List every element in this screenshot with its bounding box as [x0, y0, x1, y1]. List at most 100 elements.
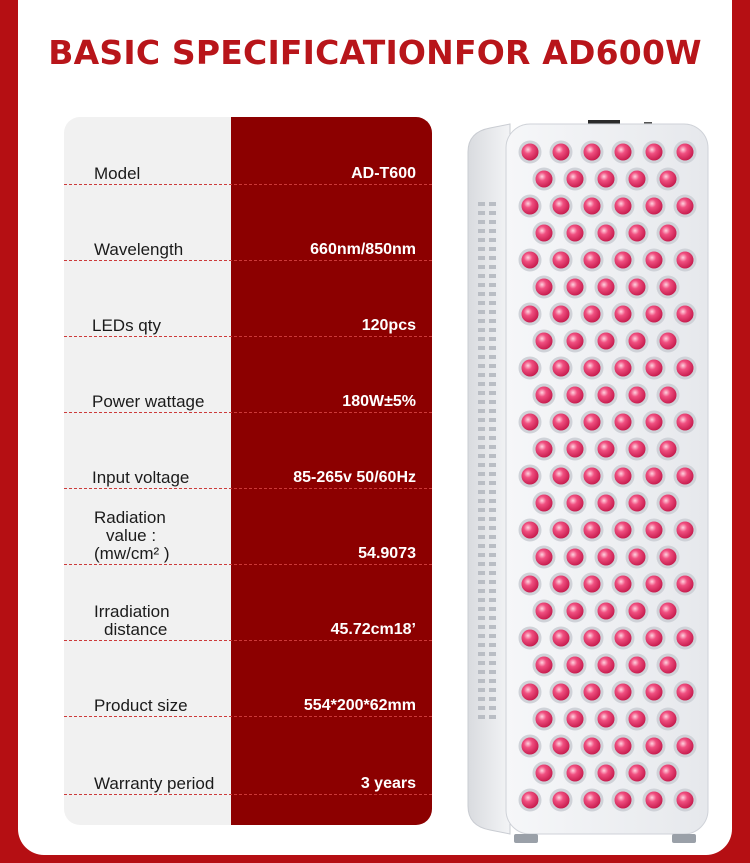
vent-slot	[478, 373, 485, 377]
vent-slot	[489, 490, 496, 494]
led-bulb-icon	[549, 734, 573, 758]
vent-slot	[478, 328, 485, 332]
spec-label: Product size	[94, 696, 188, 715]
led-bulb-icon	[611, 356, 635, 380]
vent-slot	[489, 535, 496, 539]
led-bulb-icon	[549, 356, 573, 380]
vent-slot	[478, 391, 485, 395]
vent-slot	[489, 355, 496, 359]
led-bulb-icon	[594, 221, 618, 245]
led-bulb-icon	[673, 680, 697, 704]
vent-slot	[478, 571, 485, 575]
spec-row-irradiation: Irradiation distance 45.72cm18’	[64, 117, 432, 641]
led-bulb-icon	[642, 464, 666, 488]
led-bulb-icon	[625, 275, 649, 299]
led-bulb-icon	[673, 194, 697, 218]
vent-slot	[478, 715, 485, 719]
led-bulb-icon	[642, 518, 666, 542]
vent-slot	[489, 409, 496, 413]
vent-slot	[489, 211, 496, 215]
vent-slot	[489, 292, 496, 296]
vent-slot	[489, 400, 496, 404]
led-bulb-icon	[580, 194, 604, 218]
led-bulb-icon	[656, 653, 680, 677]
vent-slot	[478, 607, 485, 611]
led-bulb-icon	[656, 221, 680, 245]
led-bulb-icon	[549, 788, 573, 812]
vent-slot	[478, 364, 485, 368]
led-bulb-icon	[580, 302, 604, 326]
vent-slot	[489, 373, 496, 377]
vent-slot	[489, 706, 496, 710]
vent-slot	[489, 283, 496, 287]
vent-slot	[489, 238, 496, 242]
led-bulb-icon	[673, 464, 697, 488]
led-bulb-icon	[656, 491, 680, 515]
led-bulb-icon	[673, 356, 697, 380]
led-bulb-icon	[580, 356, 604, 380]
vent-slot	[478, 418, 485, 422]
led-bulb-icon	[642, 680, 666, 704]
led-bulb-icon	[532, 545, 556, 569]
led-bulb-icon	[549, 302, 573, 326]
led-bulb-icon	[532, 653, 556, 677]
spec-label: Warranty period	[94, 774, 215, 793]
led-bulb-icon	[642, 140, 666, 164]
vent-slot	[478, 481, 485, 485]
led-bulb-icon	[518, 788, 542, 812]
vent-slot	[489, 589, 496, 593]
led-bulb-icon	[625, 383, 649, 407]
spec-label: LEDs qty	[92, 316, 161, 335]
led-bulb-icon	[580, 734, 604, 758]
led-bulb-icon	[594, 653, 618, 677]
vent-slot	[478, 454, 485, 458]
vent-slot	[489, 247, 496, 251]
spec-value: 54.9073	[358, 545, 416, 562]
led-bulb-icon	[611, 788, 635, 812]
vent-slot	[478, 256, 485, 260]
led-bulb-icon	[532, 599, 556, 623]
led-bulb-icon	[580, 410, 604, 434]
led-bulb-icon	[656, 437, 680, 461]
spec-value: 3 years	[360, 775, 416, 792]
led-bulb-icon	[673, 626, 697, 650]
vent-slot	[478, 616, 485, 620]
led-bulb-icon	[656, 545, 680, 569]
led-bulb-icon	[518, 572, 542, 596]
vent-slot	[478, 562, 485, 566]
vent-slot	[489, 562, 496, 566]
led-bulb-icon	[594, 707, 618, 731]
vent-slot	[489, 265, 496, 269]
vent-slot	[489, 634, 496, 638]
led-bulb-icon	[656, 707, 680, 731]
led-bulb-icon	[580, 572, 604, 596]
vent-slot	[489, 553, 496, 557]
led-bulb-icon	[549, 140, 573, 164]
led-bulb-icon	[673, 734, 697, 758]
led-bulb-icon	[580, 788, 604, 812]
vent-slot	[489, 607, 496, 611]
led-bulb-icon	[611, 518, 635, 542]
vent-slot	[489, 463, 496, 467]
vent-slot	[478, 211, 485, 215]
led-bulb-icon	[611, 464, 635, 488]
led-bulb-icon	[518, 680, 542, 704]
led-bulb-icon	[656, 167, 680, 191]
led-bulb-icon	[563, 545, 587, 569]
led-bulb-icon	[656, 383, 680, 407]
led-bulb-icon	[642, 734, 666, 758]
vent-slot	[489, 670, 496, 674]
vent-slot	[489, 643, 496, 647]
led-bulb-icon	[611, 194, 635, 218]
led-bulb-icon	[642, 626, 666, 650]
vent-slot	[478, 688, 485, 692]
led-bulb-icon	[642, 302, 666, 326]
led-bulb-icon	[594, 383, 618, 407]
led-bulb-icon	[625, 707, 649, 731]
led-bulb-icon	[580, 140, 604, 164]
led-bulb-icon	[518, 194, 542, 218]
spec-value: 180W±5%	[342, 393, 416, 410]
led-bulb-icon	[625, 653, 649, 677]
led-bulb-icon	[518, 626, 542, 650]
vent-slot	[489, 256, 496, 260]
